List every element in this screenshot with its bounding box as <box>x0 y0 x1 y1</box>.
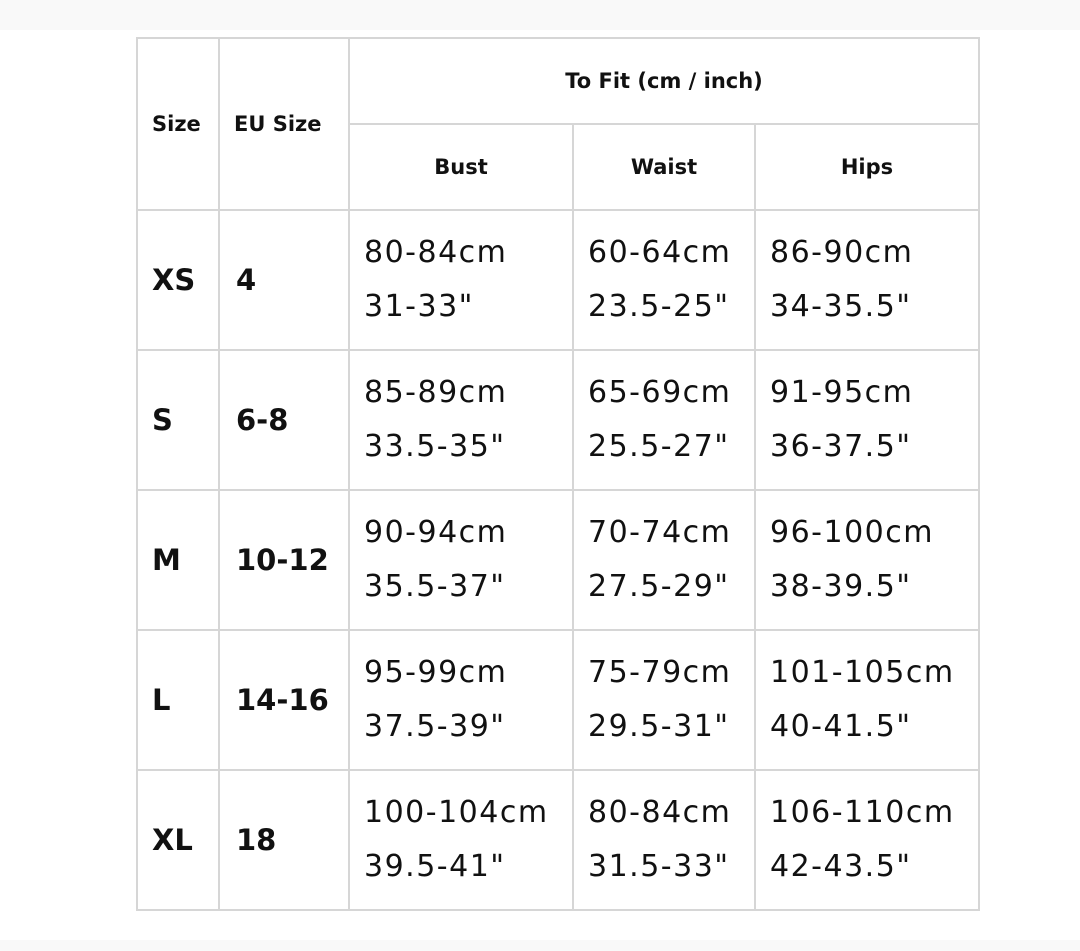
bottom-band <box>0 940 1080 951</box>
eu-size-cell: 14-16 <box>218 629 350 771</box>
waist-cell-inch: 23.5-25" <box>588 289 730 324</box>
header-eu-size: EU Size <box>218 37 350 211</box>
eu-size-cell: 10-12 <box>218 489 350 631</box>
hips-cell: 106-110cm 42-43.5" <box>754 769 980 911</box>
hips-cell-cm: 86-90cm <box>770 235 914 270</box>
hips-cell-inch: 38-39.5" <box>770 569 912 604</box>
bust-cell-inch: 35.5-37" <box>364 569 506 604</box>
header-waist: Waist <box>572 123 756 211</box>
bust-cell: 95-99cm 37.5-39" <box>348 629 574 771</box>
size-cell: S <box>136 349 220 491</box>
hips-cell-inch: 36-37.5" <box>770 429 912 464</box>
top-band <box>0 0 1080 30</box>
waist-cell-cm: 70-74cm <box>588 515 732 550</box>
waist-cell-cm: 60-64cm <box>588 235 732 270</box>
table-row: M 10-12 90-94cm 35.5-37" 70-74cm 27.5-29" 96-1… <box>136 489 980 631</box>
eu-size-cell: 6-8 <box>218 349 350 491</box>
hips-cell: 91-95cm 36-37.5" <box>754 349 980 491</box>
waist-cell: 75-79cm 29.5-31" <box>572 629 756 771</box>
bust-cell: 85-89cm 33.5-35" <box>348 349 574 491</box>
bust-cell-inch: 39.5-41" <box>364 849 506 884</box>
size-cell: XS <box>136 209 220 351</box>
waist-cell: 80-84cm 31.5-33" <box>572 769 756 911</box>
waist-cell: 60-64cm 23.5-25" <box>572 209 756 351</box>
bust-cell-cm: 85-89cm <box>364 375 508 410</box>
waist-cell-inch: 29.5-31" <box>588 709 730 744</box>
size-chart-table: Size EU Size To Fit (cm / inch) Bust Wai… <box>136 37 980 911</box>
hips-cell-inch: 42-43.5" <box>770 849 912 884</box>
header-to-fit: To Fit (cm / inch) <box>348 37 980 125</box>
waist-cell-inch: 27.5-29" <box>588 569 730 604</box>
hips-cell-cm: 96-100cm <box>770 515 934 550</box>
size-cell: L <box>136 629 220 771</box>
waist-cell-cm: 80-84cm <box>588 795 732 830</box>
hips-cell: 101-105cm 40-41.5" <box>754 629 980 771</box>
table-row: XL 18 100-104cm 39.5-41" 80-84cm 31.5-33" 106-… <box>136 769 980 911</box>
header-bust: Bust <box>348 123 574 211</box>
table-row: L 14-16 95-99cm 37.5-39" 75-79cm 29.5-31" 101-… <box>136 629 980 771</box>
table-row: S 6-8 85-89cm 33.5-35" 65-69cm 25.5-27" 91-95c… <box>136 349 980 491</box>
header-hips: Hips <box>754 123 980 211</box>
bust-cell-inch: 33.5-35" <box>364 429 506 464</box>
bust-cell: 100-104cm 39.5-41" <box>348 769 574 911</box>
bust-cell-inch: 37.5-39" <box>364 709 506 744</box>
waist-cell-inch: 31.5-33" <box>588 849 730 884</box>
size-cell: XL <box>136 769 220 911</box>
waist-cell: 70-74cm 27.5-29" <box>572 489 756 631</box>
hips-cell-cm: 91-95cm <box>770 375 914 410</box>
header-size: Size <box>136 37 220 211</box>
bust-cell-cm: 100-104cm <box>364 795 549 830</box>
waist-cell-cm: 75-79cm <box>588 655 732 690</box>
bust-cell-inch: 31-33" <box>364 289 474 324</box>
bust-cell-cm: 90-94cm <box>364 515 508 550</box>
bust-cell-cm: 80-84cm <box>364 235 508 270</box>
hips-cell-cm: 101-105cm <box>770 655 955 690</box>
waist-cell-inch: 25.5-27" <box>588 429 730 464</box>
hips-cell-inch: 34-35.5" <box>770 289 912 324</box>
hips-cell: 86-90cm 34-35.5" <box>754 209 980 351</box>
size-cell: M <box>136 489 220 631</box>
table-row: XS 4 80-84cm 31-33" 60-64cm 23.5-25" 86-90cm 34… <box>136 209 980 351</box>
bust-cell: 90-94cm 35.5-37" <box>348 489 574 631</box>
waist-cell-cm: 65-69cm <box>588 375 732 410</box>
hips-cell-inch: 40-41.5" <box>770 709 912 744</box>
eu-size-cell: 4 <box>218 209 350 351</box>
hips-cell-cm: 106-110cm <box>770 795 955 830</box>
bust-cell-cm: 95-99cm <box>364 655 508 690</box>
eu-size-cell: 18 <box>218 769 350 911</box>
hips-cell: 96-100cm 38-39.5" <box>754 489 980 631</box>
waist-cell: 65-69cm 25.5-27" <box>572 349 756 491</box>
bust-cell: 80-84cm 31-33" <box>348 209 574 351</box>
